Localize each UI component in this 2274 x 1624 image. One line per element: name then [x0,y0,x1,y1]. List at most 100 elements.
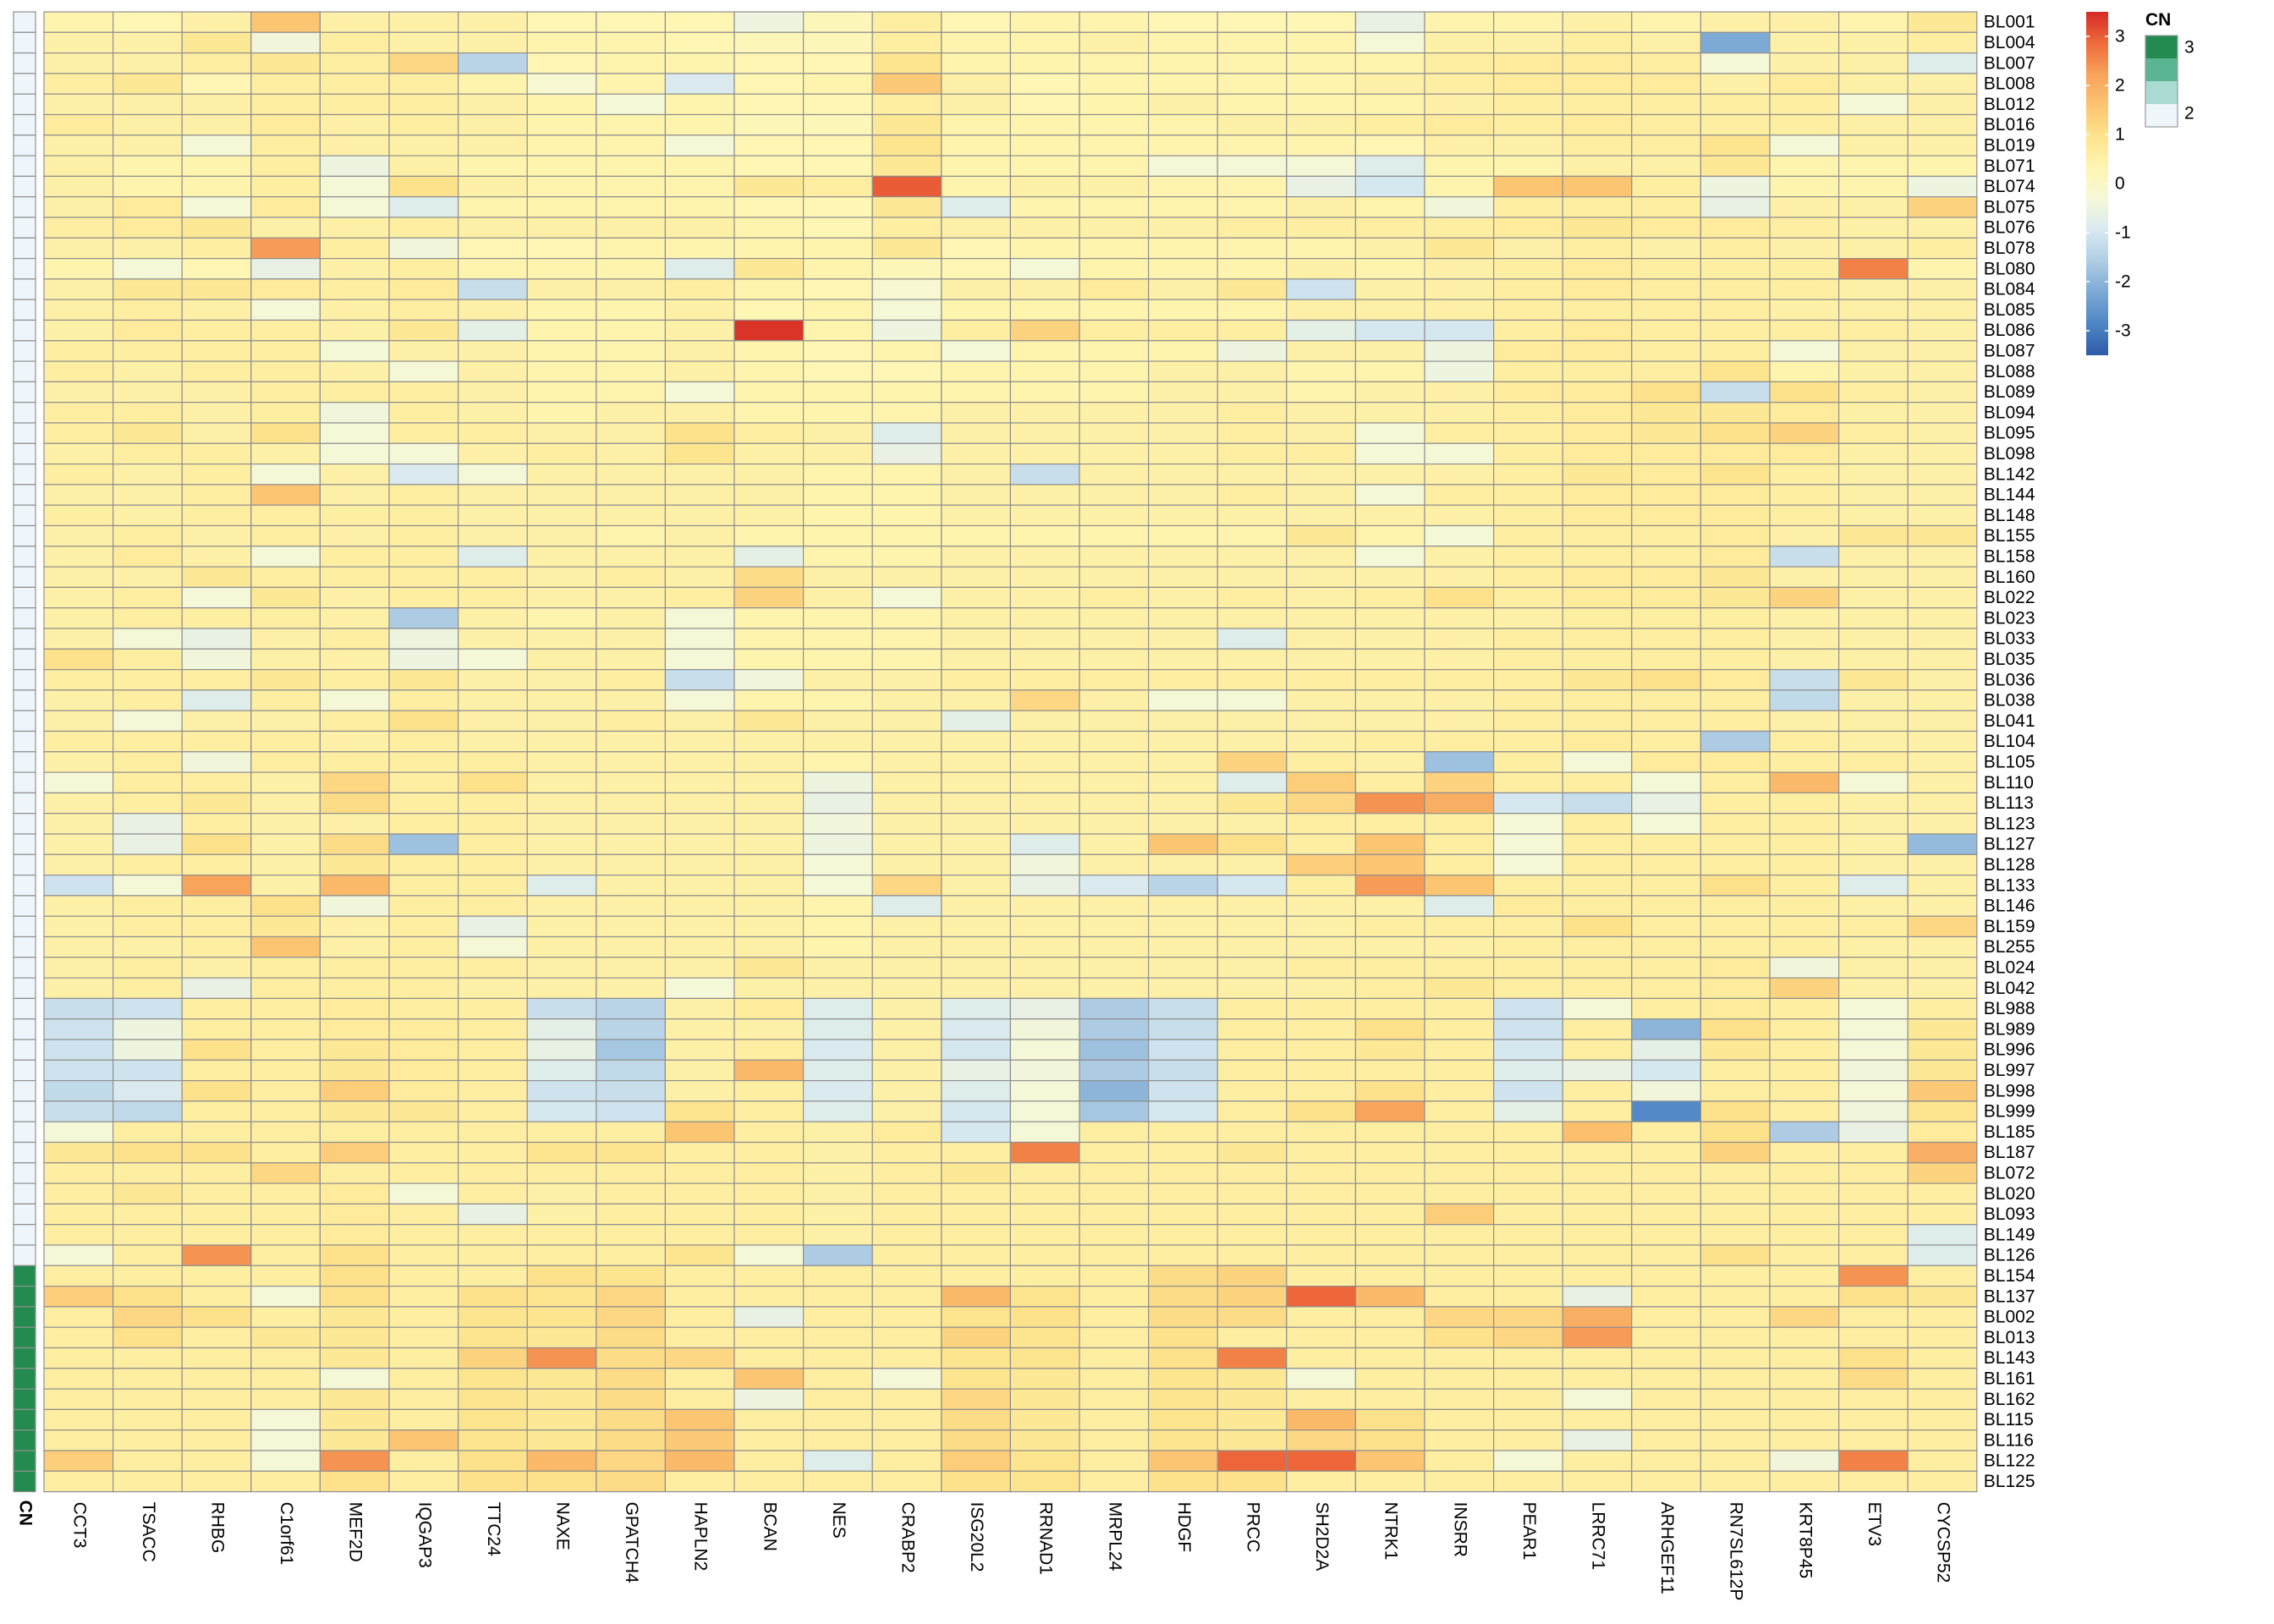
heatmap-cell [1217,73,1288,95]
heatmap-cell [1147,1224,1218,1246]
heatmap-cell [1769,73,1840,95]
heatmap-cell [1009,463,1080,486]
heatmap-cell [1562,442,1633,465]
heatmap-cell [319,1408,390,1431]
heatmap-cell [596,566,666,588]
heatmap-cell [457,237,528,260]
row-label: BL122 [1984,1451,2035,1471]
column-label: SH2D2A [1312,1502,1332,1572]
heatmap-cell [1286,586,1357,609]
heatmap-cell [319,1306,390,1328]
heatmap-cell [941,935,1012,958]
heatmap-cell [113,730,183,753]
heatmap-cell [871,1018,942,1040]
heatmap-cell [1838,381,1909,403]
heatmap-cell [871,422,942,444]
heatmap-cell [1217,31,1288,54]
cn-annotation-cell [13,792,36,815]
heatmap-cell [1907,1059,1978,1082]
heatmap-cell [1492,422,1563,444]
heatmap-cell [941,1182,1012,1204]
heatmap-cell [1700,1306,1771,1328]
heatmap-cell [871,1326,942,1349]
heatmap-cell [181,422,252,444]
row-label: BL016 [1984,115,2035,134]
heatmap-cell [1009,546,1080,568]
heatmap-cell [596,915,666,938]
heatmap-cell [1769,484,1840,506]
heatmap-cell [941,1244,1012,1266]
heatmap-cell [1631,730,1702,753]
heatmap-cell [1079,895,1150,917]
heatmap-cell [1838,1224,1909,1246]
heatmap-cell [319,11,390,33]
heatmap-cell [250,628,321,650]
heatmap-cell [1286,730,1357,753]
heatmap-cell [1079,1429,1150,1451]
heatmap-cell [1631,175,1702,198]
heatmap-cell [1769,1224,1840,1246]
heatmap-cell [113,237,183,260]
heatmap-cell [1286,792,1357,815]
column-label: MEF2D [346,1502,365,1562]
heatmap-cell [871,1450,942,1472]
heatmap-cell [1492,586,1563,609]
cn-annotation-cell [13,751,36,773]
row-label: BL004 [1984,33,2035,52]
heatmap-cell [526,93,597,116]
heatmap-cell [1562,1018,1633,1040]
heatmap-cell [1492,1285,1563,1308]
heatmap-cell [596,11,666,33]
cn-legend-swatch [2145,36,2178,58]
heatmap-cell [1562,1244,1633,1266]
heatmap-cell [1769,278,1840,300]
color-scale-tick-label: 0 [2115,174,2125,194]
heatmap-cell [1838,1244,1909,1266]
cn-annotation-cell [13,504,36,527]
heatmap-cell [1492,1470,1563,1493]
heatmap-cell [1147,299,1218,321]
heatmap-cell [1492,52,1563,74]
heatmap-cell [871,1224,942,1246]
heatmap-cell [250,546,321,568]
row-label: BL085 [1984,300,2035,320]
heatmap-cell [941,134,1012,156]
cn-annotation-cell [13,258,36,280]
heatmap-cell [526,1306,597,1328]
heatmap-cell [802,11,873,33]
heatmap-cell [388,484,459,506]
heatmap-cell [1562,11,1633,33]
heatmap-cell [1769,607,1840,629]
heatmap-cell [1631,607,1702,629]
row-label: BL075 [1984,197,2035,217]
heatmap-cell [1700,258,1771,280]
heatmap-cell [1631,648,1702,671]
heatmap-cell [1700,935,1771,958]
heatmap-cell [113,31,183,54]
heatmap-cell [1424,93,1495,116]
heatmap-cell [250,813,321,835]
heatmap-cell [250,1306,321,1328]
heatmap-cell [1147,93,1218,116]
heatmap-cell [250,566,321,588]
row-label: BL143 [1984,1348,2035,1368]
heatmap-cell [457,833,528,855]
column-label: HAPLN2 [691,1502,711,1572]
heatmap-cell [941,1265,1012,1287]
heatmap-cell [1354,586,1425,609]
heatmap-cell [1147,1018,1218,1040]
heatmap-cell [250,175,321,198]
heatmap-cell [250,1368,321,1390]
heatmap-cell [596,668,666,691]
heatmap-cell [941,957,1012,979]
heatmap-cell [871,935,942,958]
heatmap-cell [1562,1265,1633,1287]
heatmap-cell [1838,813,1909,835]
heatmap-cell [1009,1203,1080,1226]
heatmap-cell [1838,935,1909,958]
heatmap-cell [941,1162,1012,1184]
heatmap-cell [733,113,805,136]
heatmap-cell [1769,1203,1840,1226]
column-label: CYCSP52 [1933,1502,1953,1583]
heatmap-cell [733,1141,805,1164]
